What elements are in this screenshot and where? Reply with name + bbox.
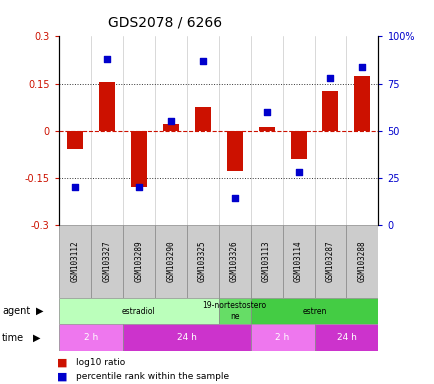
Point [135,184,142,190]
Point [294,169,301,175]
Text: log10 ratio: log10 ratio [76,358,125,367]
Point [71,184,78,190]
Text: 24 h: 24 h [176,333,196,343]
Bar [99,82,115,131]
Text: GSM103326: GSM103326 [230,240,239,282]
Point [167,118,174,124]
Point [358,63,365,70]
Bar [186,225,218,298]
Bar [59,298,218,324]
Bar [122,225,155,298]
Point [103,56,110,62]
Text: GSM103289: GSM103289 [134,240,143,282]
Text: agent: agent [2,306,30,316]
Text: GSM103114: GSM103114 [293,240,302,282]
Text: 2 h: 2 h [83,333,98,343]
Text: GSM103325: GSM103325 [197,240,207,282]
Bar [59,324,122,351]
Bar [354,76,370,131]
Text: GSM103290: GSM103290 [166,240,175,282]
Text: GSM103113: GSM103113 [261,240,270,282]
Text: 24 h: 24 h [336,333,355,343]
Bar [91,225,122,298]
Point [230,195,237,201]
Bar [122,324,250,351]
Bar [250,225,282,298]
Bar [322,91,338,131]
Bar [346,225,378,298]
Text: time: time [2,333,24,343]
Bar [258,127,274,131]
Bar [162,124,178,131]
Bar [250,324,314,351]
Text: ▶: ▶ [33,333,40,343]
Text: GSM103287: GSM103287 [325,240,334,282]
Text: GSM103327: GSM103327 [102,240,111,282]
Bar [250,298,378,324]
Bar [130,131,146,187]
Bar [282,225,314,298]
Text: GSM103112: GSM103112 [70,240,79,282]
Text: ■: ■ [56,358,67,368]
Text: 19-nortestostero
ne: 19-nortestostero ne [202,301,266,321]
Text: GSM103288: GSM103288 [357,240,366,282]
Bar [155,225,186,298]
Bar [194,107,210,131]
Bar [226,131,242,171]
Point [263,109,270,115]
Bar [218,225,250,298]
Text: ■: ■ [56,371,67,381]
Text: ▶: ▶ [36,306,43,316]
Bar [218,298,250,324]
Text: estradiol: estradiol [122,306,155,316]
Bar [59,225,91,298]
Point [199,58,206,64]
Text: estren: estren [302,306,326,316]
Text: 2 h: 2 h [275,333,289,343]
Bar [290,131,306,159]
Bar [314,225,345,298]
Bar [314,324,378,351]
Bar [66,131,82,149]
Point [326,75,333,81]
Text: GDS2078 / 6266: GDS2078 / 6266 [108,15,222,29]
Text: percentile rank within the sample: percentile rank within the sample [76,372,229,381]
